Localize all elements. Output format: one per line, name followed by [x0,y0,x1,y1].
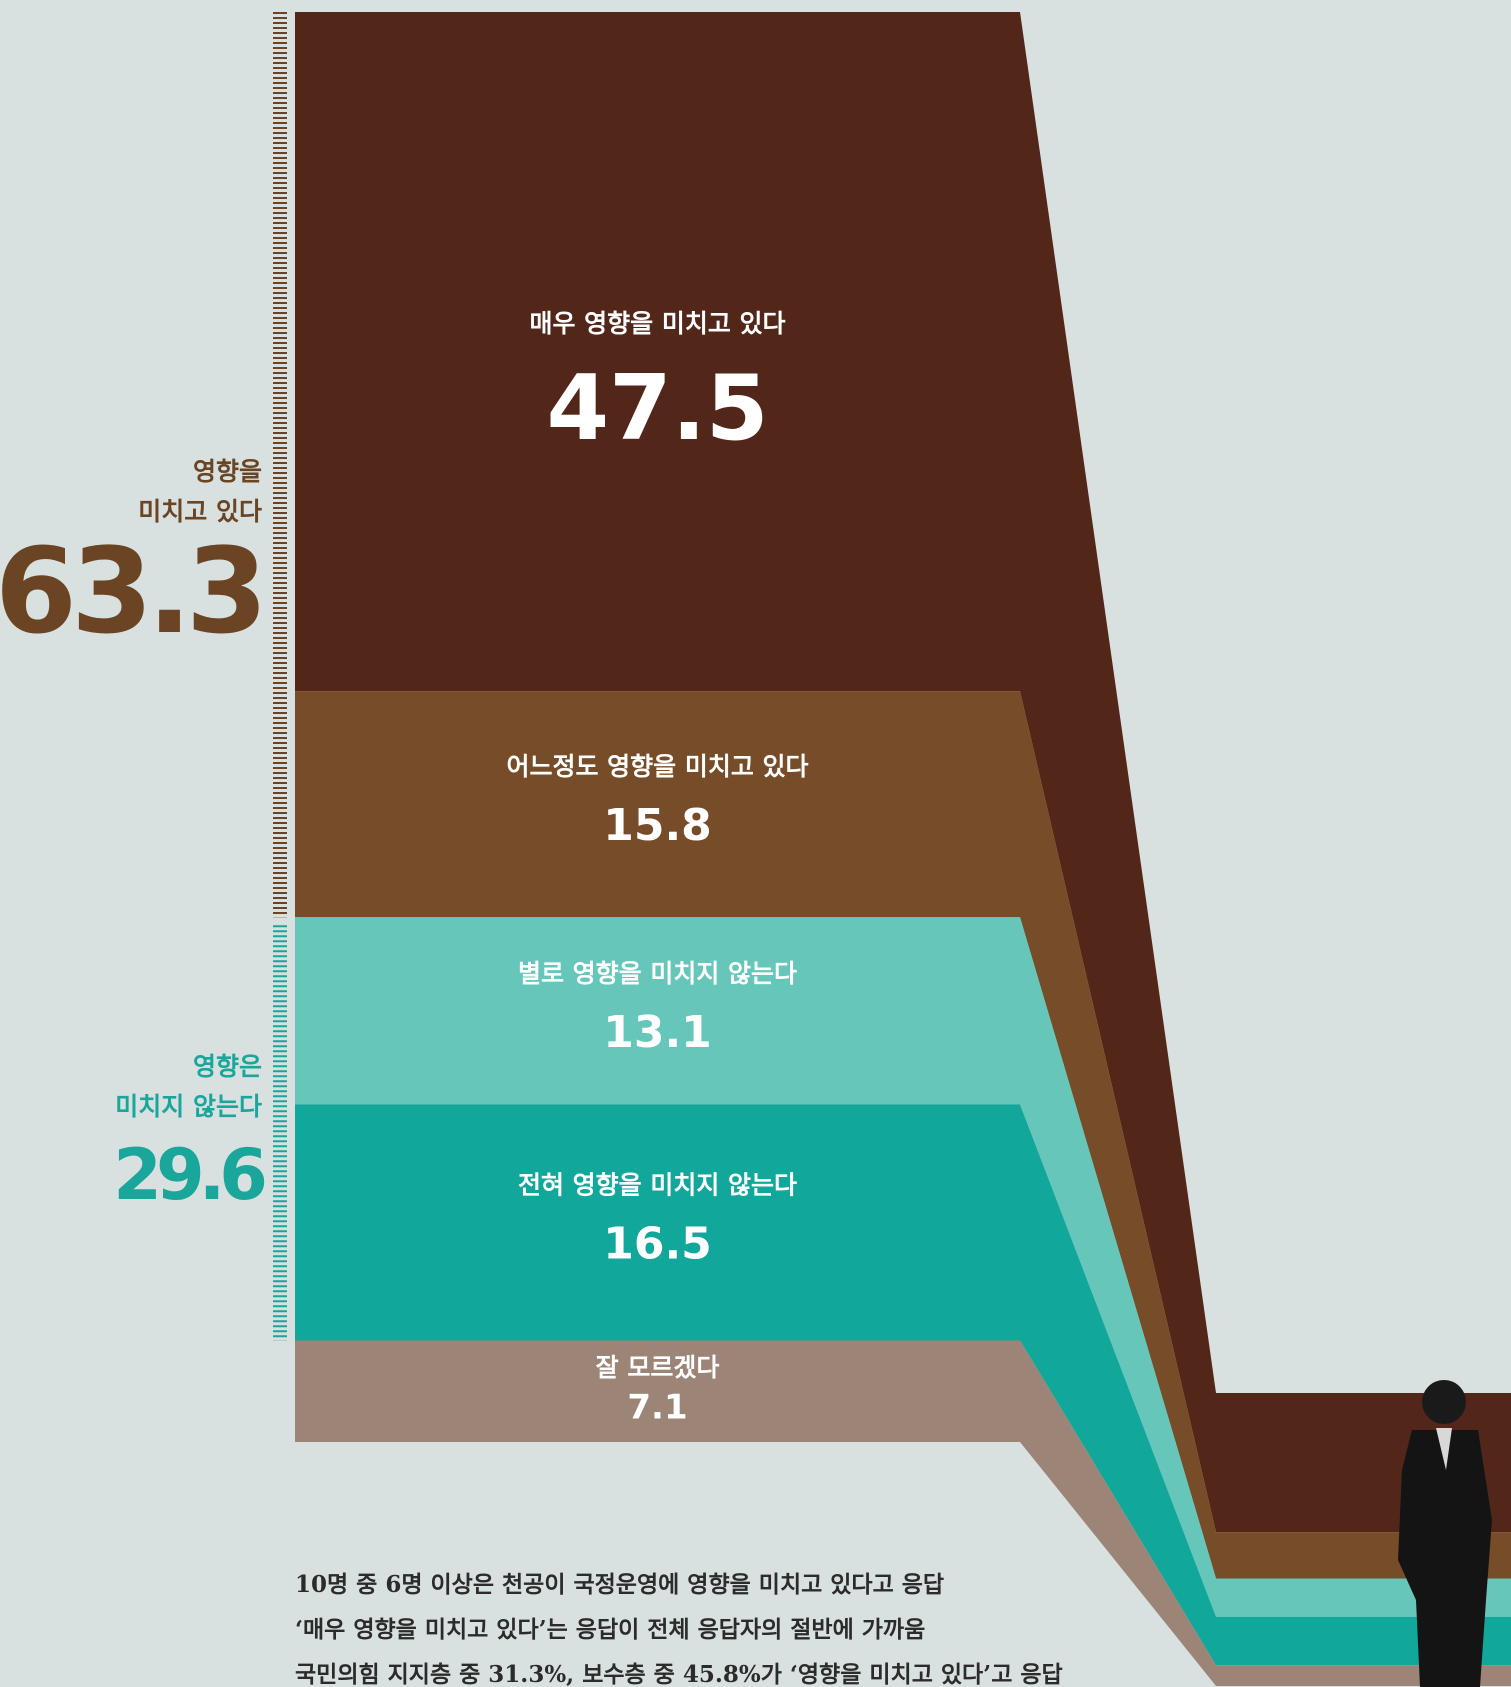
group-label: 미치고 있다 [138,497,262,526]
note: 국민의힘 지지층 중 31.3%, 보수층 중 45.8%가 ‘영향을 미치고 … [295,1661,1063,1687]
segment-label: 전혀 영향을 미치지 않는다 [518,1170,797,1199]
group-label: 미치지 않는다 [115,1092,262,1121]
segment [295,691,1511,1579]
group-value: 63.3 [0,522,262,660]
group-label: 영향을 [193,457,262,486]
note: 10명 중 6명 이상은 천공이 국정운영에 영향을 미치고 있다고 응답 [295,1571,944,1598]
note: ‘매우 영향을 미치고 있다’는 응답이 전체 응답자의 절반에 가까움 [295,1616,925,1643]
segment [295,1340,1511,1686]
segment-value: 15.8 [603,800,712,851]
segment [295,1104,1511,1666]
segment-value: 13.1 [603,1007,712,1058]
segment-value: 7.1 [627,1388,687,1428]
segment-label: 별로 영향을 미치지 않는다 [518,959,797,988]
segment-value: 16.5 [603,1218,712,1269]
group-label: 영향은 [193,1052,262,1081]
person-silhouette [1398,1380,1492,1687]
segment [295,917,1511,1617]
group-value: 29.6 [113,1134,264,1216]
segment-label: 잘 모르겠다 [596,1353,720,1382]
segment-value: 47.5 [546,356,768,461]
segment [295,12,1511,1533]
segment-label: 어느정도 영향을 미치고 있다 [506,752,808,781]
segment-label: 매우 영향을 미치고 있다 [529,309,785,338]
